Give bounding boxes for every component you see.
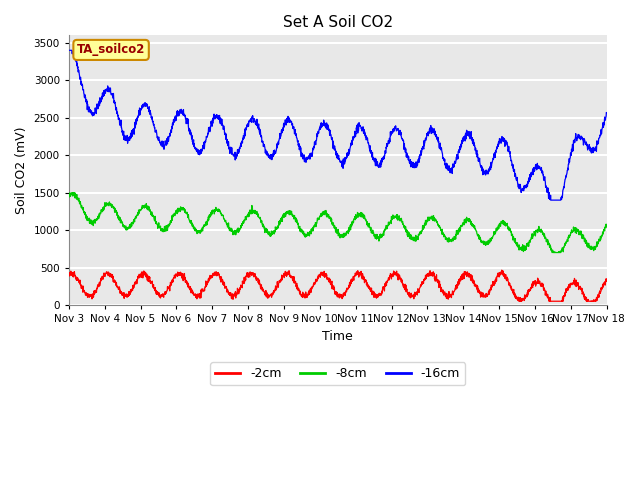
Legend: -2cm, -8cm, -16cm: -2cm, -8cm, -16cm bbox=[210, 362, 465, 385]
X-axis label: Time: Time bbox=[323, 330, 353, 343]
Title: Set A Soil CO2: Set A Soil CO2 bbox=[283, 15, 393, 30]
Text: TA_soilco2: TA_soilco2 bbox=[77, 43, 145, 57]
Y-axis label: Soil CO2 (mV): Soil CO2 (mV) bbox=[15, 126, 28, 214]
